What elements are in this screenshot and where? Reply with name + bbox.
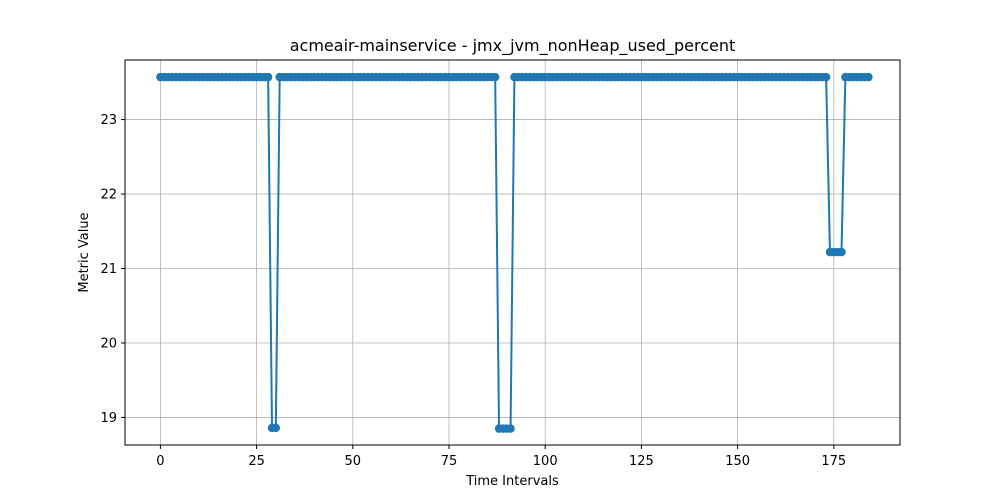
data-point xyxy=(837,247,846,257)
y-tick-label: 23 xyxy=(100,113,117,128)
x-tick-label: 25 xyxy=(248,454,265,469)
data-point xyxy=(506,424,515,433)
ticks: 0 25 50 75 100 125 150 175 19 20 21 22 23 xyxy=(100,113,846,469)
y-axis-label: Metric Value xyxy=(77,212,92,292)
series-line xyxy=(160,76,869,430)
x-tick-label: 75 xyxy=(441,454,458,469)
series-layer xyxy=(156,72,873,433)
y-tick-label: 20 xyxy=(100,336,117,351)
data-point xyxy=(263,72,273,82)
data-point xyxy=(271,423,281,433)
data-point xyxy=(821,72,831,82)
data-point xyxy=(490,72,500,82)
plot-frame xyxy=(124,59,901,446)
x-axis-label: Time Intervals xyxy=(465,474,559,489)
y-tick-label: 21 xyxy=(100,262,117,277)
x-tick-label: 100 xyxy=(533,454,558,469)
x-tick-label: 50 xyxy=(345,454,362,469)
grid xyxy=(125,60,900,445)
y-tick-label: 22 xyxy=(100,188,117,203)
data-point xyxy=(864,72,873,82)
series-markers xyxy=(156,72,873,433)
chart-title: acmeair-mainservice - jmx_jvm_nonHeap_us… xyxy=(290,36,736,56)
x-tick-label: 0 xyxy=(156,454,164,469)
x-tick-label: 125 xyxy=(629,454,654,469)
y-tick-label: 19 xyxy=(100,411,117,426)
x-tick-label: 175 xyxy=(821,454,846,469)
x-tick-label: 150 xyxy=(725,454,750,469)
